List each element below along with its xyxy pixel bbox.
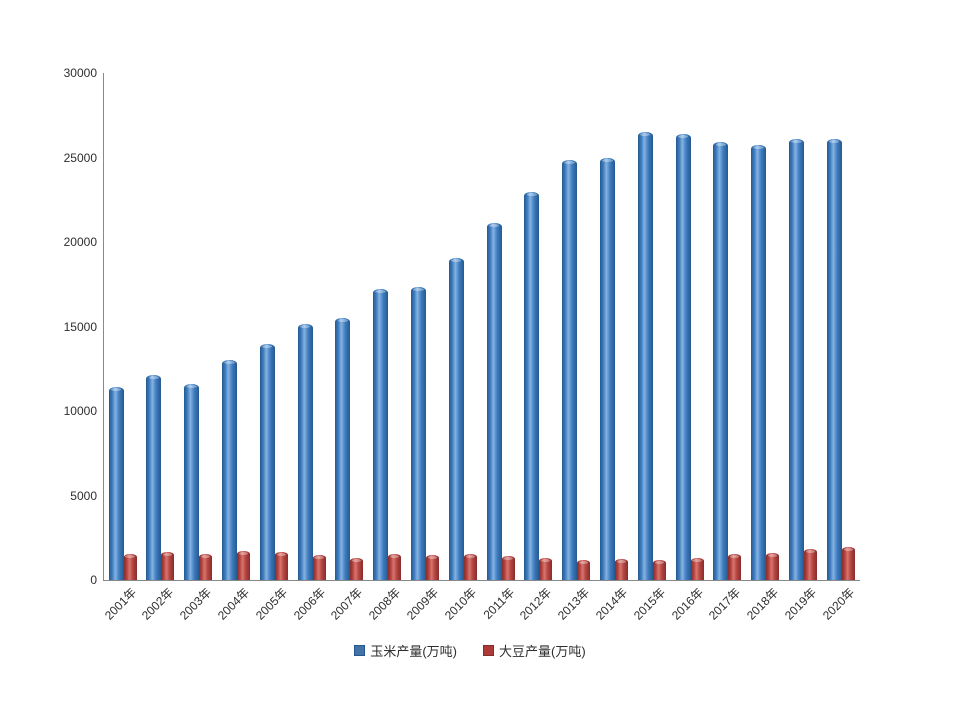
bar-group-2019年 xyxy=(788,139,817,580)
x-tick-label-2008年: 2008年 xyxy=(366,585,404,623)
corn-bar-2001年 xyxy=(108,387,124,580)
soy-bar-2015年 xyxy=(652,560,666,580)
soy-legend-label: 大豆产量(万吨) xyxy=(499,644,586,659)
soy-bar-2017年 xyxy=(728,554,742,580)
bar-group-2007年 xyxy=(335,318,364,580)
y-tick-label: 20000 xyxy=(63,235,97,249)
soy-bar-2002年 xyxy=(161,552,175,580)
soy-bar-2014年 xyxy=(614,559,628,580)
soy-bar-2007年 xyxy=(350,558,364,580)
legend-item-soy: 大豆产量(万吨) xyxy=(483,641,586,660)
y-tick-label: 5000 xyxy=(70,488,97,503)
bar-group-2011年 xyxy=(486,223,515,580)
soy-bar-2001年 xyxy=(123,554,137,580)
x-tick-label-2002年: 2002年 xyxy=(139,585,177,623)
corn-bar-2007年 xyxy=(335,318,351,580)
x-tick-label-2015年: 2015年 xyxy=(630,585,668,623)
x-tick-label-2003年: 2003年 xyxy=(177,585,215,623)
x-tick-label-2010年: 2010年 xyxy=(441,585,479,623)
soy-legend-marker-icon xyxy=(483,645,494,656)
soy-bar-2009年 xyxy=(425,555,439,580)
soy-bar-2008年 xyxy=(388,554,402,580)
soy-bar-2018年 xyxy=(766,553,780,580)
x-tick-label-2016年: 2016年 xyxy=(668,585,706,623)
bar-group-2003年 xyxy=(184,384,213,580)
corn-bar-2006年 xyxy=(297,324,313,580)
plot-area xyxy=(103,73,860,581)
x-tick-label-2004年: 2004年 xyxy=(214,585,253,623)
x-tick-label-2018年: 2018年 xyxy=(744,585,782,623)
corn-bar-2018年 xyxy=(751,145,767,580)
corn-bar-2010年 xyxy=(448,258,464,580)
corn-bar-2002年 xyxy=(146,375,162,580)
corn-bar-2008年 xyxy=(373,289,389,580)
corn-bar-2019年 xyxy=(788,139,804,580)
y-tick-label: 15000 xyxy=(63,319,97,334)
soy-bar-2010年 xyxy=(463,554,477,580)
soy-bar-2004年 xyxy=(236,551,250,580)
bars-layer xyxy=(104,73,860,580)
x-tick-label-2019年: 2019年 xyxy=(781,585,820,623)
corn-bar-2011年 xyxy=(486,223,502,580)
corn-bar-2017年 xyxy=(713,142,729,580)
corn-bar-2004年 xyxy=(221,360,237,580)
x-tick-label-2020年: 2020年 xyxy=(819,585,857,623)
soy-bar-2005年 xyxy=(274,552,288,580)
corn-bar-2012年 xyxy=(524,192,540,580)
soy-bar-2019年 xyxy=(803,549,817,580)
bar-group-2004年 xyxy=(221,360,250,580)
soy-bar-2006年 xyxy=(312,555,326,580)
corn-bar-2016年 xyxy=(675,134,691,580)
bar-group-2016年 xyxy=(675,134,704,580)
corn-legend-marker-icon xyxy=(354,645,366,656)
corn-bar-2005年 xyxy=(259,344,275,580)
soy-bar-2003年 xyxy=(199,554,213,580)
corn-legend-label: 玉米产量(万吨) xyxy=(370,644,457,659)
x-tick-label-2012年: 2012年 xyxy=(517,585,555,623)
bar-group-2010年 xyxy=(448,258,477,580)
soy-bar-2013年 xyxy=(577,560,591,580)
bar-group-2008年 xyxy=(373,289,402,580)
soy-bar-2016年 xyxy=(690,558,704,580)
bar-group-2009年 xyxy=(410,287,439,580)
bar-group-2013年 xyxy=(562,160,591,580)
bar-group-2020年 xyxy=(826,139,855,580)
bar-group-2006年 xyxy=(297,324,326,580)
legend: 玉米产量(万吨) 大豆产量(万吨) xyxy=(0,641,940,660)
bar-group-2005年 xyxy=(259,344,288,580)
x-tick-label-2014年: 2014年 xyxy=(592,585,631,623)
x-tick-label-2017年: 2017年 xyxy=(706,585,744,623)
y-tick-label: 0 xyxy=(90,573,97,587)
bar-group-2012年 xyxy=(524,192,553,580)
corn-bar-2020年 xyxy=(826,139,842,580)
bar-group-2014年 xyxy=(599,158,628,580)
corn-bar-2014年 xyxy=(599,158,615,580)
bar-group-2018年 xyxy=(751,145,780,580)
corn-bar-2013年 xyxy=(562,160,578,580)
bar-group-2015年 xyxy=(637,132,666,580)
bar-group-2001年 xyxy=(108,387,137,580)
corn-bar-2003年 xyxy=(184,384,200,580)
y-tick-label: 25000 xyxy=(63,150,97,165)
bar-group-2002年 xyxy=(146,375,175,580)
x-tick-label-2005年: 2005年 xyxy=(252,585,290,623)
soy-bar-2011年 xyxy=(501,556,515,580)
y-tick-label: 10000 xyxy=(63,404,97,418)
soy-bar-2012年 xyxy=(539,558,553,580)
y-tick-label: 30000 xyxy=(63,66,97,80)
x-tick-label-2006年: 2006年 xyxy=(290,585,328,623)
x-tick-label-2011年: 2011年 xyxy=(480,585,517,622)
corn-bar-2009年 xyxy=(410,287,426,580)
legend-item-corn: 玉米产量(万吨) xyxy=(354,641,457,660)
x-tick-label-2007年: 2007年 xyxy=(328,585,366,623)
corn-bar-2015年 xyxy=(637,132,653,580)
x-tick-label-2013年: 2013年 xyxy=(555,585,593,623)
bar-group-2017年 xyxy=(713,142,742,580)
x-tick-label-2009年: 2009年 xyxy=(403,585,442,623)
soy-bar-2020年 xyxy=(841,547,855,580)
x-tick-label-2001年: 2001年 xyxy=(101,585,139,623)
